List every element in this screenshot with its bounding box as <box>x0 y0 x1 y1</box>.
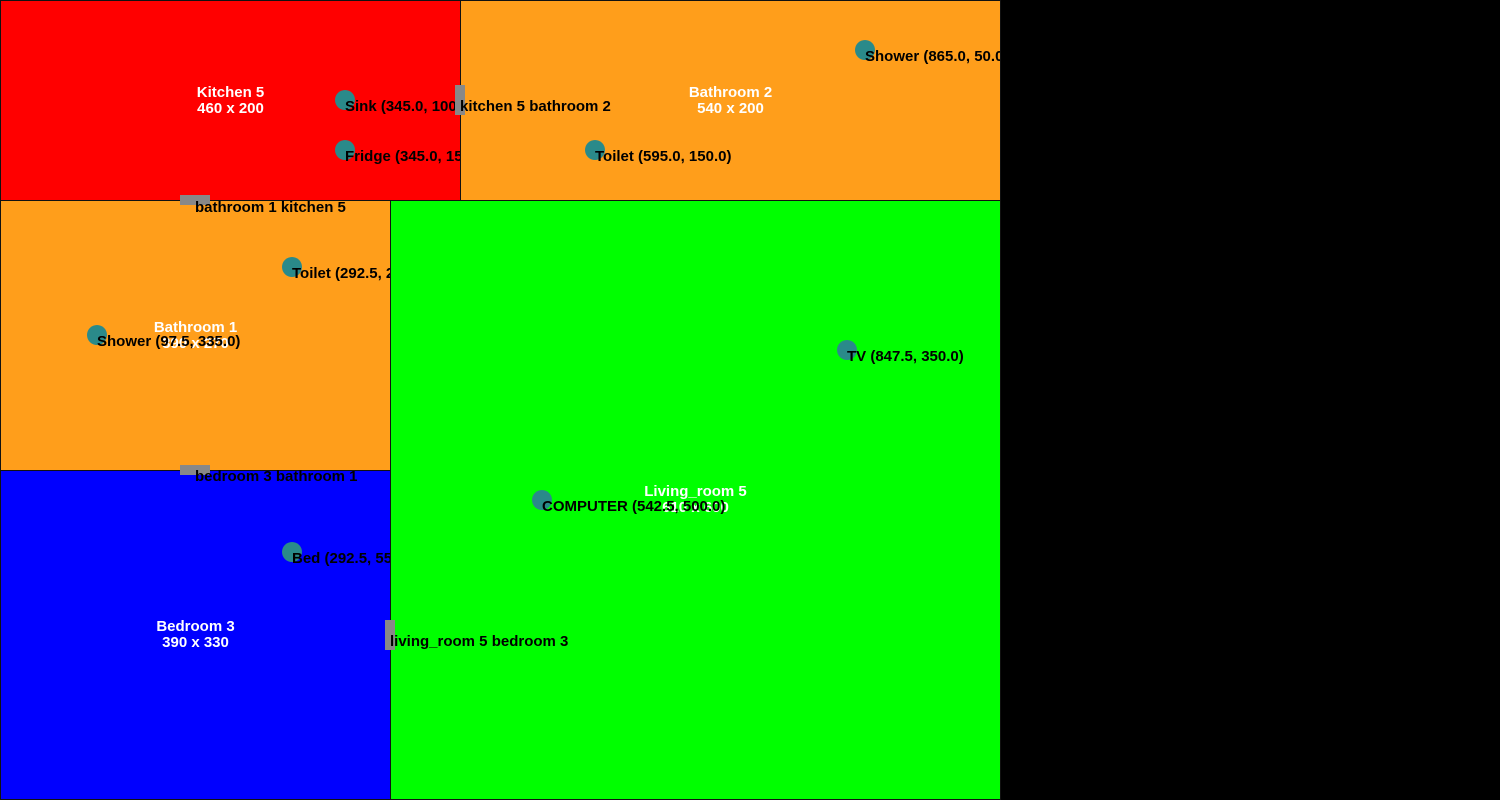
shower-icon <box>855 40 875 60</box>
living-furniture-layer: TV (847.5, 350.0) COMPUTER (542.5, 500.0… <box>390 200 1000 800</box>
room-name: Living_room 5 <box>644 483 747 500</box>
door-bedroom-bathroom1 <box>180 465 210 475</box>
room-size: 610 x 600 <box>662 499 729 516</box>
furniture-label-toilet: Toilet (292.5, 267.5) <box>292 265 390 282</box>
room-label: Living_room 5 610 x 600 <box>644 484 747 516</box>
furniture-label-tv: TV (847.5, 350.0) <box>847 348 964 365</box>
bedroom-furniture-layer: Bed (292.5, 552.5) <box>0 470 390 800</box>
furniture-label-fridge: Fridge (345.0, 150.0) <box>345 148 460 165</box>
door-living-bedroom <box>385 620 395 650</box>
shower-icon <box>87 325 107 345</box>
bathroom2-furniture-layer: Shower (865.0, 50.0) Toilet (595.0, 150.… <box>460 0 1000 200</box>
room-bedroom-3: Bedroom 3 390 x 330 <box>0 470 391 800</box>
door-label: bedroom 3 bathroom 1 <box>195 468 358 485</box>
room-bathroom-1: Bathroom 1 390 x 270 <box>0 200 391 471</box>
room-label: Bedroom 3 390 x 330 <box>156 619 234 651</box>
fridge-icon <box>335 140 355 160</box>
door-bathroom1-kitchen <box>180 195 210 205</box>
tv-icon <box>837 340 857 360</box>
room-size: 390 x 270 <box>162 334 229 352</box>
furniture-label-shower: Shower (865.0, 50.0) <box>865 48 1000 65</box>
computer-icon <box>532 490 552 510</box>
furniture-label-toilet: Toilet (595.0, 150.0) <box>595 148 732 165</box>
kitchen-furniture-layer: Sink (345.0, 100.0) Fridge (345.0, 150.0… <box>0 0 460 200</box>
furniture-label-shower: Shower (97.5, 335.0) <box>97 333 241 350</box>
bed-icon <box>282 542 302 562</box>
furniture-label-sink: Sink (345.0, 100.0) <box>345 98 460 115</box>
sink-icon <box>335 90 355 110</box>
room-name: Bathroom 2 <box>688 83 773 101</box>
room-size: 390 x 330 <box>162 634 229 651</box>
door-label: kitchen 5 bathroom 2 <box>460 98 611 115</box>
room-name: Bedroom 3 <box>156 618 235 635</box>
room-size: 540 x 200 <box>697 99 764 117</box>
toilet-icon <box>282 257 302 277</box>
room-name: Bathroom 1 <box>153 318 238 336</box>
room-kitchen-5: Kitchen 5 460 x 200 <box>0 0 461 201</box>
room-label: Bathroom 1 390 x 270 <box>153 318 238 352</box>
furniture-label-computer: COMPUTER (542.5, 500.0) <box>542 498 726 515</box>
room-name: Kitchen 5 <box>196 83 265 101</box>
room-bathroom-2: Bathroom 2 540 x 200 <box>460 0 1001 201</box>
toilet-icon <box>585 140 605 160</box>
room-label: Bathroom 2 540 x 200 <box>688 83 773 117</box>
room-size: 460 x 200 <box>197 99 264 117</box>
furniture-label-bed: Bed (292.5, 552.5) <box>292 550 390 567</box>
bathroom1-furniture-layer: Toilet (292.5, 267.5) Shower (97.5, 335.… <box>0 200 390 470</box>
room-living-room-5: Living_room 5 610 x 600 <box>390 200 1001 800</box>
door-label: living_room 5 bedroom 3 <box>390 633 569 650</box>
room-label: Kitchen 5 460 x 200 <box>196 83 265 117</box>
door-label: bathroom 1 kitchen 5 <box>195 199 346 216</box>
door-kitchen-bathroom2 <box>455 85 465 115</box>
